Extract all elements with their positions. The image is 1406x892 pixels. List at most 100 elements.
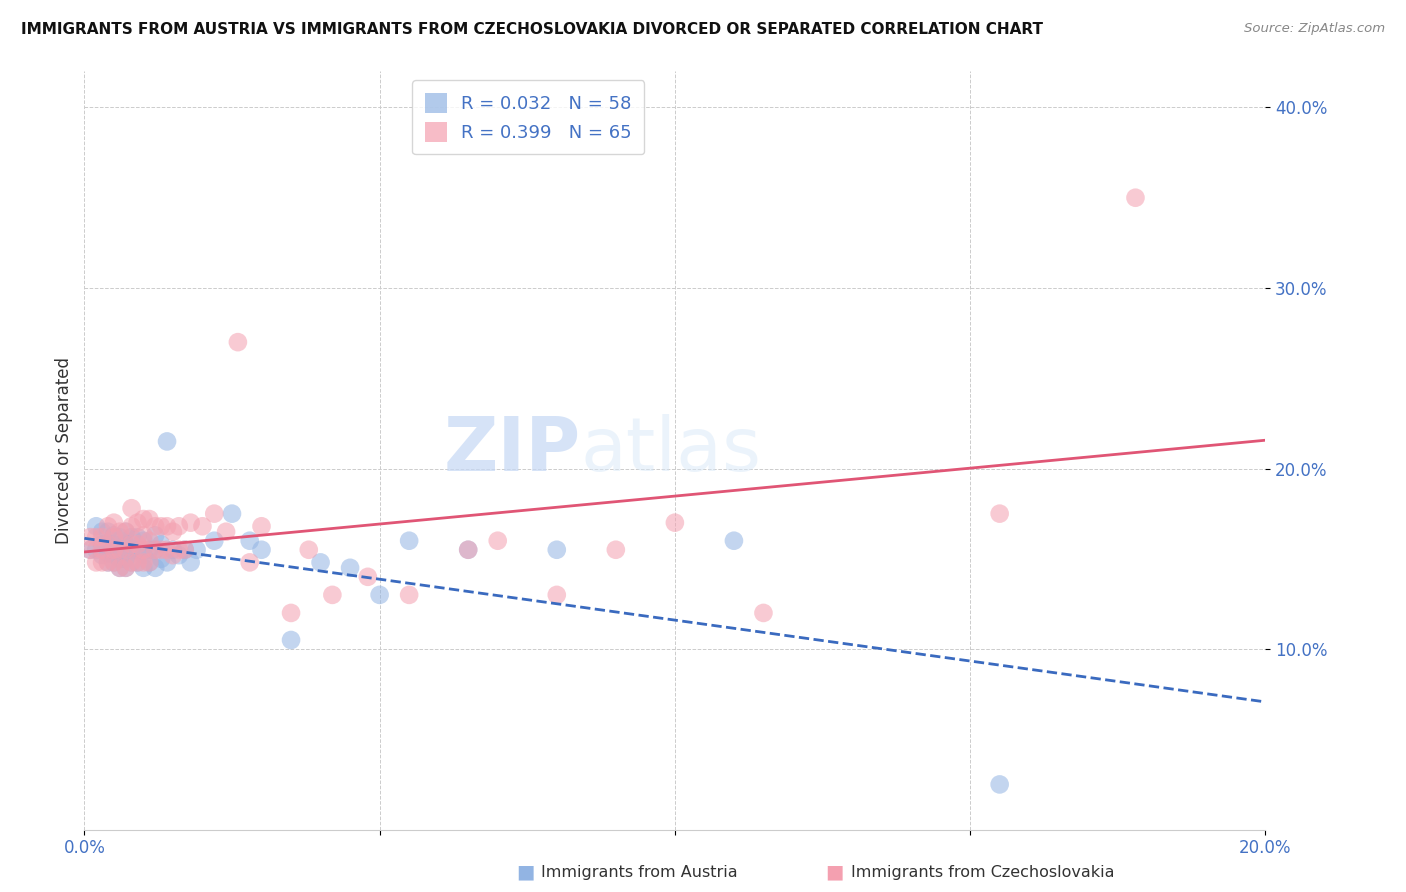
- Point: [127, 530, 149, 544]
- Point: [103, 530, 125, 544]
- Point: [546, 542, 568, 557]
- Point: [91, 548, 114, 562]
- Point: [150, 537, 173, 551]
- Point: [398, 588, 420, 602]
- Point: [357, 570, 380, 584]
- Point: [91, 542, 114, 557]
- Point: [84, 530, 107, 544]
- Point: [91, 555, 114, 569]
- Point: [191, 519, 214, 533]
- Point: [108, 551, 131, 566]
- Point: [103, 555, 125, 569]
- Point: [167, 542, 190, 557]
- Point: [97, 524, 120, 539]
- Point: [103, 516, 125, 530]
- Point: [121, 555, 143, 569]
- Point: [162, 542, 184, 557]
- Text: IMMIGRANTS FROM AUSTRIA VS IMMIGRANTS FROM CZECHOSLOVAKIA DIVORCED OR SEPARATED : IMMIGRANTS FROM AUSTRIA VS IMMIGRANTS FR…: [21, 22, 1043, 37]
- Point: [239, 533, 262, 548]
- Point: [150, 542, 173, 557]
- Text: Immigrants from Austria: Immigrants from Austria: [541, 865, 738, 880]
- Point: [143, 561, 166, 575]
- Point: [457, 542, 479, 557]
- Point: [91, 537, 114, 551]
- Point: [97, 537, 120, 551]
- Point: [143, 542, 166, 557]
- Point: [156, 555, 179, 569]
- Point: [215, 524, 238, 539]
- Point: [723, 533, 745, 548]
- Point: [398, 533, 420, 548]
- Point: [114, 524, 136, 539]
- Point: [173, 542, 195, 557]
- Point: [127, 555, 149, 569]
- Point: [132, 528, 155, 542]
- Point: [108, 524, 131, 539]
- Text: Source: ZipAtlas.com: Source: ZipAtlas.com: [1244, 22, 1385, 36]
- Point: [114, 537, 136, 551]
- Point: [121, 542, 143, 557]
- Point: [605, 542, 627, 557]
- Point: [121, 537, 143, 551]
- Point: [127, 516, 149, 530]
- Point: [103, 528, 125, 542]
- Point: [79, 542, 101, 557]
- Point: [108, 530, 131, 544]
- Point: [97, 546, 120, 560]
- Point: [180, 555, 202, 569]
- Point: [167, 548, 190, 562]
- Point: [108, 561, 131, 575]
- Point: [143, 519, 166, 533]
- Point: [486, 533, 509, 548]
- Point: [121, 555, 143, 569]
- Point: [250, 542, 273, 557]
- Point: [103, 537, 125, 551]
- Point: [221, 507, 243, 521]
- Point: [121, 519, 143, 533]
- Point: [202, 533, 225, 548]
- Point: [309, 555, 332, 569]
- Point: [132, 555, 155, 569]
- Point: [457, 542, 479, 557]
- Point: [132, 533, 155, 548]
- Point: [250, 519, 273, 533]
- Point: [156, 542, 179, 557]
- Point: [103, 542, 125, 557]
- Point: [114, 561, 136, 575]
- Point: [114, 551, 136, 566]
- Text: ■: ■: [825, 863, 844, 882]
- Point: [103, 555, 125, 569]
- Point: [84, 519, 107, 533]
- Point: [280, 633, 302, 648]
- Point: [79, 542, 101, 557]
- Point: [339, 561, 361, 575]
- Point: [186, 542, 208, 557]
- Point: [321, 588, 343, 602]
- Point: [226, 335, 249, 350]
- Point: [173, 542, 195, 557]
- Point: [156, 434, 179, 449]
- Point: [202, 507, 225, 521]
- Point: [138, 542, 160, 557]
- Point: [127, 537, 149, 551]
- Legend: R = 0.032   N = 58, R = 0.399   N = 65: R = 0.032 N = 58, R = 0.399 N = 65: [412, 80, 644, 154]
- Point: [108, 542, 131, 557]
- Point: [84, 555, 107, 569]
- Point: [162, 524, 184, 539]
- Point: [138, 555, 160, 569]
- Point: [97, 537, 120, 551]
- Point: [132, 548, 155, 562]
- Point: [167, 519, 190, 533]
- Point: [132, 561, 155, 575]
- Point: [84, 542, 107, 557]
- Point: [239, 555, 262, 569]
- Point: [156, 519, 179, 533]
- Point: [143, 542, 166, 557]
- Point: [138, 512, 160, 526]
- Point: [280, 606, 302, 620]
- Text: ■: ■: [516, 863, 534, 882]
- Point: [127, 555, 149, 569]
- Point: [1125, 191, 1147, 205]
- Point: [91, 524, 114, 539]
- Point: [162, 548, 184, 562]
